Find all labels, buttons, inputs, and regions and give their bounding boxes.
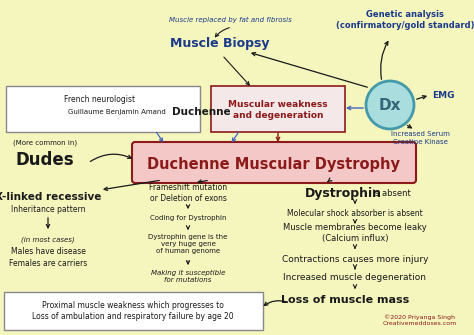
FancyBboxPatch shape [6, 86, 200, 132]
Text: Muscle Biopsy: Muscle Biopsy [170, 38, 270, 51]
Text: Genetic analysis
(confirmatory/gold standard): Genetic analysis (confirmatory/gold stan… [336, 10, 474, 30]
Text: Muscle membranes become leaky
(Calcium influx): Muscle membranes become leaky (Calcium i… [283, 223, 427, 243]
Text: Contractions causes more injury: Contractions causes more injury [282, 255, 428, 264]
Text: (More common in): (More common in) [13, 140, 77, 146]
Text: ©2020 Priyanga Singh
Creativemeddoses.com: ©2020 Priyanga Singh Creativemeddoses.co… [383, 314, 457, 326]
FancyBboxPatch shape [132, 142, 416, 183]
FancyBboxPatch shape [211, 86, 345, 132]
Text: Dystrophin: Dystrophin [305, 187, 382, 200]
Text: Making it susceptible
for mutations: Making it susceptible for mutations [151, 269, 225, 282]
Text: Dystrophin gene is the
very huge gene
of human genome: Dystrophin gene is the very huge gene of… [148, 234, 228, 254]
Text: Frameshift mutation
or Deletion of exons: Frameshift mutation or Deletion of exons [149, 183, 227, 203]
Text: Coding for Dystrophin: Coding for Dystrophin [150, 215, 226, 221]
FancyBboxPatch shape [2, 2, 472, 333]
Text: (in most cases): (in most cases) [21, 237, 75, 243]
Text: Increased Serum
Creatine Kinase: Increased Serum Creatine Kinase [391, 132, 449, 144]
FancyBboxPatch shape [4, 292, 263, 330]
Text: is absent: is absent [370, 189, 411, 198]
Text: Loss of muscle mass: Loss of muscle mass [281, 295, 409, 305]
Text: Duchenne: Duchenne [172, 107, 231, 117]
Circle shape [366, 81, 414, 129]
Text: Guillaume Benjamin Amand: Guillaume Benjamin Amand [68, 109, 166, 115]
Text: Dx: Dx [379, 97, 401, 113]
Text: Dudes: Dudes [16, 151, 74, 169]
Text: Muscular weakness
and degeneration: Muscular weakness and degeneration [228, 100, 328, 120]
Text: Increased muscle degeneration: Increased muscle degeneration [283, 273, 427, 282]
Text: Muscle replaced by fat and fibrosis: Muscle replaced by fat and fibrosis [169, 17, 292, 23]
Text: Males have disease: Males have disease [10, 248, 85, 257]
Text: Females are carriers: Females are carriers [9, 259, 87, 268]
Text: Proximal muscle weakness which progresses to
Loss of ambulation and respiratory : Proximal muscle weakness which progresse… [32, 301, 234, 321]
Text: Inheritance pattern: Inheritance pattern [11, 205, 85, 214]
Text: French neurologist: French neurologist [64, 94, 136, 104]
Text: X-linked recessive: X-linked recessive [0, 192, 101, 202]
Text: Molecular shock absorber is absent: Molecular shock absorber is absent [287, 208, 423, 217]
Text: EMG: EMG [432, 90, 455, 99]
Text: Duchenne Muscular Dystrophy: Duchenne Muscular Dystrophy [147, 156, 401, 172]
